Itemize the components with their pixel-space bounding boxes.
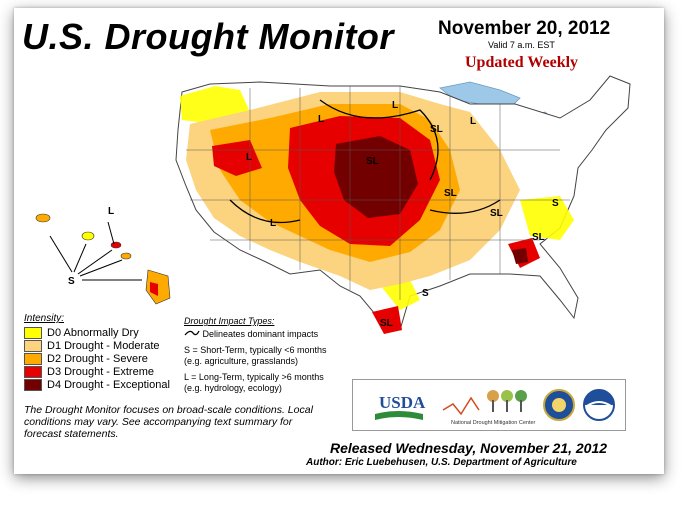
long-term-example: (e.g. hydrology, ecology) bbox=[184, 383, 282, 393]
ndmc-logo: National Drought Mitigation Center bbox=[442, 390, 536, 426]
impact-heading: Drought Impact Types: bbox=[184, 316, 275, 326]
impact-delineates-row: Delineates dominant impacts bbox=[184, 329, 359, 340]
d4-swatch bbox=[24, 378, 42, 391]
release-date: Released Wednesday, November 21, 2012 bbox=[330, 440, 608, 456]
label-sl-wisconsin: SL bbox=[430, 124, 443, 135]
label-l-dakota: L bbox=[318, 114, 324, 125]
usda-text: USDA bbox=[379, 393, 426, 412]
label-l-michigan: L bbox=[470, 116, 476, 127]
legend-item-d4: D4 Drought - Exceptional bbox=[24, 378, 170, 391]
label-sl-ohio: SL bbox=[444, 188, 457, 199]
updated-weekly: Updated Weekly bbox=[465, 54, 579, 71]
label-l-southwest: L bbox=[270, 218, 276, 229]
impact-delineates: Delineates dominant impacts bbox=[202, 329, 319, 339]
d0-label: D0 Abnormally Dry bbox=[47, 326, 139, 339]
logo-strip: USDA National Drought Mitigation Center bbox=[375, 389, 615, 426]
label-sl-texas: SL bbox=[380, 318, 393, 329]
short-term-example: (e.g. agriculture, grasslands) bbox=[184, 356, 299, 366]
d4-label: D4 Drought - Exceptional bbox=[47, 378, 170, 391]
d3-label: D3 Drought - Extreme bbox=[47, 365, 154, 378]
hawaii-l-label: L bbox=[108, 206, 114, 217]
agency-logos: USDA National Drought Mitigation Center bbox=[352, 379, 626, 431]
label-s-louisiana: S bbox=[422, 288, 429, 299]
map-date: November 20, 2012 bbox=[438, 18, 611, 39]
d4-georgia bbox=[512, 248, 528, 264]
impact-short-term: S = Short-Term, typically <6 months (e.g.… bbox=[184, 345, 359, 367]
long-term-text: L = Long-Term, typically >6 months bbox=[184, 372, 324, 382]
label-sl-kentucky: SL bbox=[490, 208, 503, 219]
label-l-basin: L bbox=[246, 152, 252, 163]
impact-long-term: L = Long-Term, typically >6 months (e.g. … bbox=[184, 372, 359, 394]
d4-central-plains bbox=[334, 136, 418, 218]
label-sl-carolina: SL bbox=[532, 232, 545, 243]
d0-southeast bbox=[520, 196, 574, 240]
legend-item-d1: D1 Drought - Moderate bbox=[24, 339, 170, 352]
label-s-virginia: S bbox=[552, 198, 559, 209]
label-l-minnesota: L bbox=[392, 100, 398, 111]
hawaii bbox=[35, 213, 171, 305]
d3-texas-coast bbox=[372, 306, 402, 334]
disclaimer: The Drought Monitor focuses on broad-sca… bbox=[24, 404, 313, 440]
d1-swatch bbox=[24, 339, 42, 352]
d3-swatch bbox=[24, 365, 42, 378]
d0-northwest bbox=[180, 86, 250, 122]
legend-item-d2: D2 Drought - Severe bbox=[24, 352, 170, 365]
short-term-text: S = Short-Term, typically <6 months bbox=[184, 345, 327, 355]
delineate-line-icon bbox=[184, 330, 200, 336]
d2-label: D2 Drought - Severe bbox=[47, 352, 148, 365]
label-sl-plains: SL bbox=[366, 156, 379, 167]
legend-item-d0: D0 Abnormally Dry bbox=[24, 326, 170, 339]
legend-heading: Intensity: bbox=[24, 313, 65, 324]
usda-logo: USDA bbox=[375, 393, 426, 420]
state-lines bbox=[186, 86, 570, 300]
d2-swatch bbox=[24, 352, 42, 365]
impact-legend: Drought Impact Types: Delineates dominan… bbox=[184, 316, 359, 399]
d1-label: D1 Drought - Moderate bbox=[47, 339, 160, 352]
d3-great-basin bbox=[212, 140, 262, 176]
valid-time: Valid 7 a.m. EST bbox=[488, 40, 555, 50]
doc-seal bbox=[543, 389, 575, 421]
hawaii-s-label: S bbox=[68, 276, 75, 287]
legend-item-d3: D3 Drought - Extreme bbox=[24, 365, 170, 378]
intensity-legend: Intensity: D0 Abnormally Dry D1 Drought … bbox=[24, 313, 170, 391]
d0-swatch bbox=[24, 326, 42, 339]
page-title: U.S. Drought Monitor bbox=[22, 16, 394, 57]
author-line: Author: Eric Luebehusen, U.S. Department… bbox=[306, 457, 577, 468]
ndmc-text: National Drought Mitigation Center bbox=[451, 420, 536, 426]
noaa-logo bbox=[583, 389, 615, 421]
impact-boundaries bbox=[229, 99, 501, 224]
